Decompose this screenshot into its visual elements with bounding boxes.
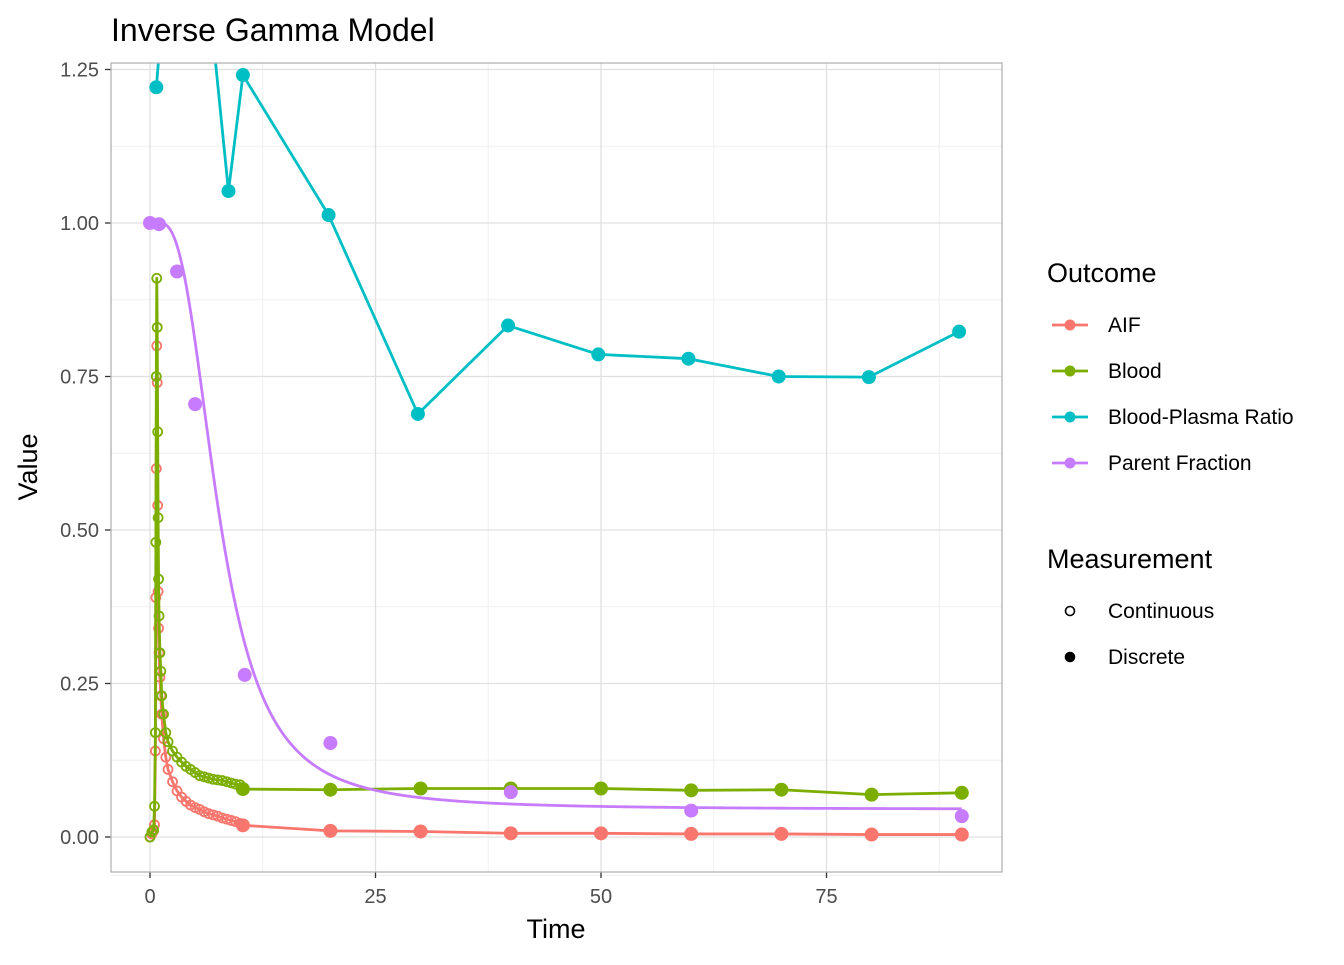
blood-plasma-ratio-discrete-point bbox=[321, 208, 336, 223]
parent-fraction-discrete-point bbox=[323, 736, 338, 751]
legend-label: Continuous bbox=[1108, 600, 1214, 623]
aif-discrete-point bbox=[323, 823, 338, 838]
aif-continuous-point bbox=[160, 751, 172, 763]
blood-plasma-ratio-discrete-point bbox=[952, 324, 967, 339]
parent-fraction-discrete-point bbox=[188, 397, 203, 412]
y-tick-label: 0.50 bbox=[60, 520, 99, 542]
legend-key-point bbox=[1064, 365, 1076, 377]
blood-discrete-point bbox=[323, 782, 338, 797]
x-axis-title: Time bbox=[527, 914, 586, 944]
blood-discrete-point bbox=[684, 783, 699, 798]
aif-discrete-point bbox=[503, 826, 518, 841]
blood-continuous-point bbox=[152, 426, 164, 438]
legend-measurement-title: Measurement bbox=[1047, 544, 1213, 574]
legend-outcome-title: Outcome bbox=[1047, 258, 1157, 288]
parent-fraction-discrete-point bbox=[152, 217, 167, 232]
blood-plasma-ratio-discrete-point bbox=[861, 370, 876, 385]
blood-continuous-point bbox=[153, 573, 164, 585]
blood-plasma-ratio-discrete-point bbox=[235, 68, 250, 83]
aif-continuous-point bbox=[207, 809, 219, 821]
plot-border bbox=[110, 62, 1003, 873]
blood-plasma-ratio-discrete-point bbox=[149, 80, 164, 95]
blood-continuous-point bbox=[154, 647, 166, 659]
blood-continuous-point bbox=[149, 800, 160, 812]
plot-panel bbox=[111, 63, 1002, 872]
parent-fraction-fit-line bbox=[150, 221, 962, 811]
y-tick-label: 0.75 bbox=[60, 367, 99, 389]
legend-key-point bbox=[1064, 457, 1076, 469]
aif-continuous-point bbox=[225, 815, 237, 826]
blood-discrete-point bbox=[954, 785, 969, 800]
open-circle-icon bbox=[1064, 605, 1076, 617]
blood-discrete-point bbox=[864, 787, 879, 802]
y-axis-title: Value bbox=[13, 433, 43, 500]
blood-continuous-point bbox=[150, 727, 161, 739]
blood-continuous-point bbox=[158, 708, 169, 720]
parent-fraction-discrete-point bbox=[684, 803, 699, 818]
y-tick-label: 1.25 bbox=[60, 60, 99, 82]
legend: Outcome AIF Blood Blood-Plasma Ratio Parent… bbox=[1047, 258, 1294, 669]
x-tick-label: 0 bbox=[144, 886, 155, 908]
legend-label: Blood-Plasma Ratio bbox=[1108, 406, 1294, 429]
chart-title: Inverse Gamma Model bbox=[111, 12, 435, 48]
x-axis: 0 25 50 75 bbox=[144, 872, 838, 908]
blood-continuous-point bbox=[150, 536, 162, 548]
blood-plasma-ratio-discrete-point bbox=[591, 347, 606, 362]
gridlines bbox=[111, 63, 1002, 876]
y-axis: 0.00 0.25 0.50 0.75 1.00 1.25 bbox=[60, 60, 111, 849]
blood-discrete-point bbox=[235, 782, 250, 797]
aif-discrete-point bbox=[684, 826, 699, 841]
parent-fraction-discrete-point bbox=[237, 667, 252, 682]
plot-marks bbox=[143, 63, 969, 843]
aif-discrete-point bbox=[864, 827, 879, 842]
blood-plasma-ratio-discrete-point bbox=[681, 351, 696, 366]
parent-fraction-discrete-point bbox=[503, 785, 518, 800]
blood-plasma-ratio-discrete-point bbox=[410, 406, 425, 421]
x-tick-label: 50 bbox=[590, 886, 612, 908]
blood-plasma-ratio-discrete-point bbox=[501, 318, 516, 333]
y-tick-label: 0.00 bbox=[60, 827, 99, 849]
blood-discrete-point bbox=[413, 781, 428, 796]
blood-continuous-point bbox=[148, 824, 160, 836]
legend-label: AIF bbox=[1108, 314, 1141, 337]
blood-discrete-point bbox=[774, 782, 789, 797]
blood-continuous-point bbox=[153, 610, 165, 622]
legend-key-point bbox=[1064, 319, 1076, 331]
aif-continuous-point bbox=[167, 776, 178, 788]
parent-fraction-discrete-point bbox=[170, 264, 185, 279]
blood-continuous-point bbox=[151, 321, 163, 333]
blood-continuous-point bbox=[150, 371, 162, 382]
legend-label: Blood bbox=[1108, 360, 1162, 383]
blood-plasma-ratio-discrete-point bbox=[221, 184, 236, 199]
blood-line bbox=[148, 276, 962, 838]
legend-label: Parent Fraction bbox=[1108, 452, 1252, 475]
blood-continuous-point bbox=[152, 512, 164, 524]
x-tick-label: 75 bbox=[815, 886, 837, 908]
blood-continuous-point bbox=[151, 272, 163, 284]
legend-key-point bbox=[1064, 411, 1076, 423]
aif-discrete-point bbox=[954, 827, 969, 842]
aif-discrete-point bbox=[235, 818, 250, 833]
x-tick-label: 25 bbox=[364, 886, 386, 908]
y-tick-label: 1.00 bbox=[60, 213, 99, 235]
blood-continuous-point bbox=[146, 826, 158, 838]
legend-label: Discrete bbox=[1108, 646, 1185, 669]
aif-discrete-point bbox=[413, 824, 428, 839]
filled-circle-icon bbox=[1064, 651, 1076, 663]
blood-discrete-point bbox=[594, 781, 608, 796]
aif-continuous-point bbox=[162, 764, 174, 775]
blood-continuous-point bbox=[156, 690, 168, 702]
y-tick-label: 0.25 bbox=[60, 674, 99, 696]
blood-continuous-point bbox=[162, 736, 174, 748]
blood-continuous-point bbox=[155, 665, 167, 677]
parent-fraction-discrete-point bbox=[954, 809, 969, 824]
aif-discrete-point bbox=[594, 826, 608, 841]
aif-discrete-point bbox=[774, 826, 789, 841]
blood-plasma-ratio-discrete-point bbox=[771, 369, 786, 384]
